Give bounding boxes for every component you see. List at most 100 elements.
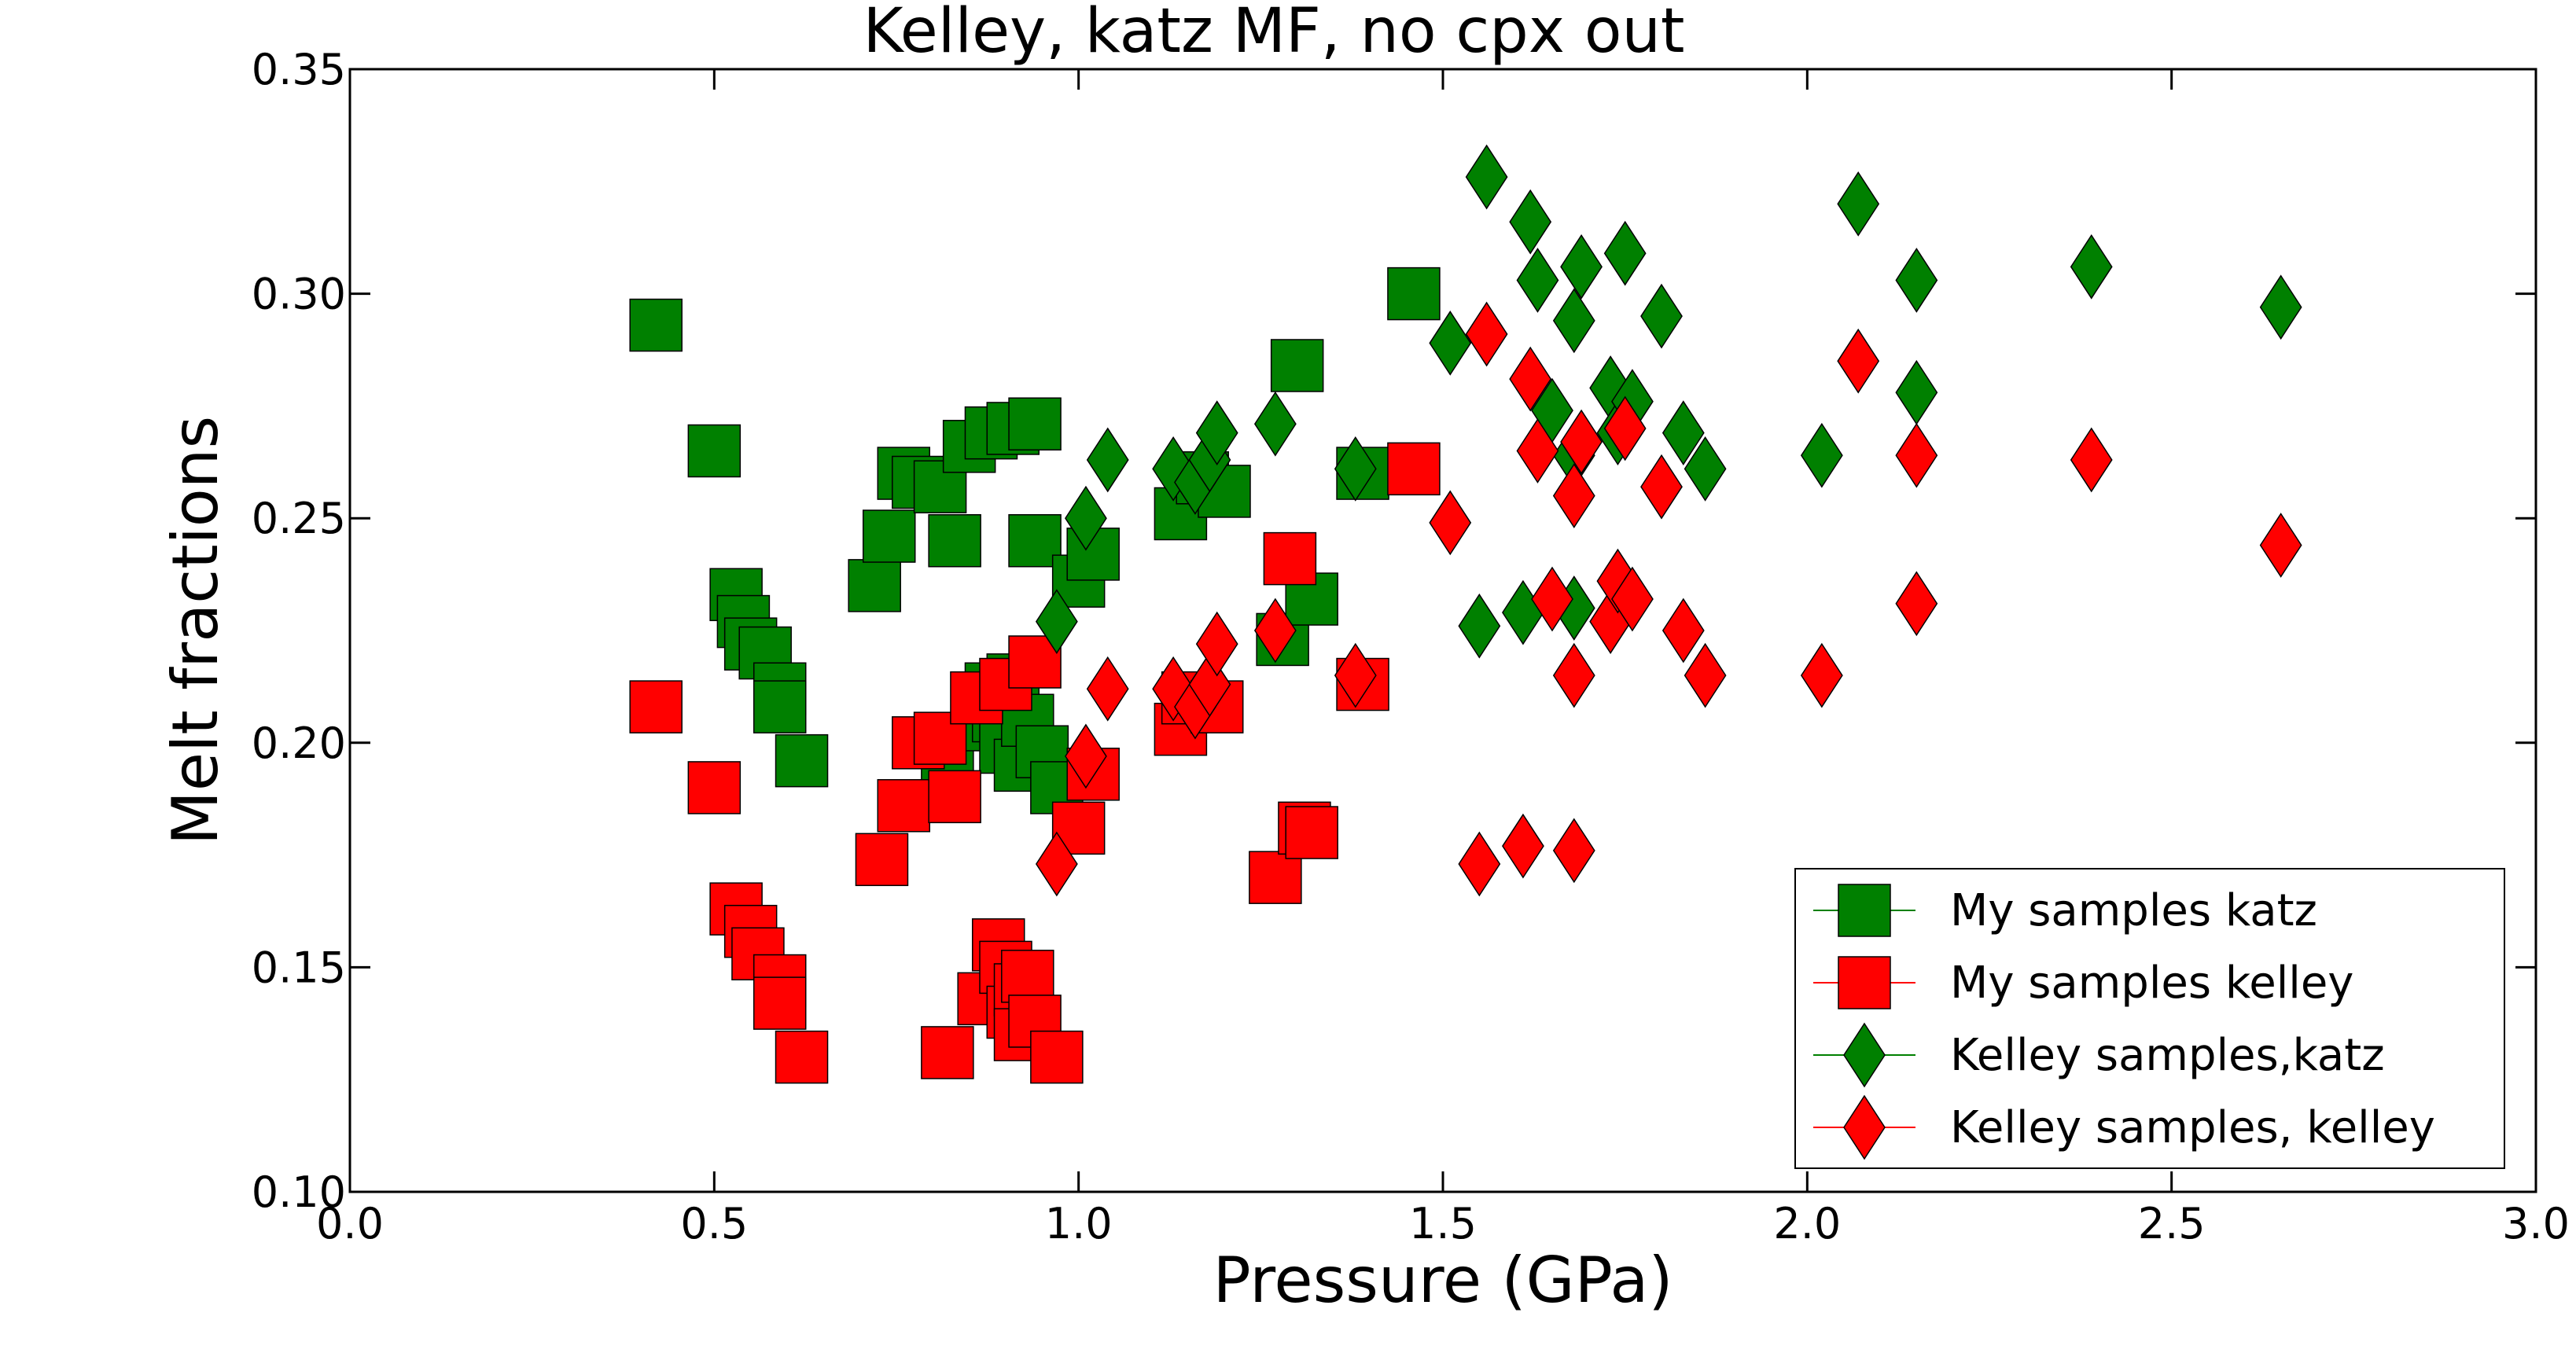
data-point xyxy=(1895,571,1938,637)
y-axis-label: Melt fractions xyxy=(159,416,232,845)
series-4 xyxy=(1035,301,2302,897)
data-point xyxy=(1030,1030,1084,1084)
legend-label: My samples katz xyxy=(1950,885,2317,936)
data-point xyxy=(1008,397,1062,450)
data-point xyxy=(1895,422,1938,488)
data-point xyxy=(1008,514,1062,568)
data-point xyxy=(1195,611,1238,677)
data-point xyxy=(1837,171,1880,237)
data-point xyxy=(1387,267,1441,321)
data-point xyxy=(2070,427,2113,493)
data-point xyxy=(928,770,981,824)
data-point xyxy=(1684,642,1727,708)
data-point xyxy=(1334,642,1377,708)
legend: My samples katz My samples kelley Kelley s… xyxy=(1794,868,2505,1169)
x-tick-label: 1.0 xyxy=(1045,1199,1113,1248)
data-point xyxy=(1800,422,1843,488)
data-point xyxy=(687,761,742,814)
x-tick-label: 1.5 xyxy=(1409,1199,1477,1248)
x-tick-label: 2.5 xyxy=(2138,1199,2206,1248)
data-points xyxy=(629,144,2302,1084)
data-point xyxy=(1516,418,1559,483)
data-point xyxy=(1249,851,1302,904)
data-point xyxy=(1065,485,1107,551)
series-3 xyxy=(1035,144,2302,659)
y-tick-label: 0.20 xyxy=(252,719,346,768)
data-point xyxy=(848,559,901,612)
x-axis-label: Pressure (GPa) xyxy=(1213,1244,1673,1317)
data-point xyxy=(1662,597,1705,664)
x-axis-ticks: 0.0 0.5 1.0 1.5 2.0 2.5 3.0 xyxy=(316,69,2570,1248)
data-point xyxy=(687,424,742,478)
data-point xyxy=(1253,597,1297,664)
legend-marker xyxy=(1838,956,1891,1009)
data-point xyxy=(1465,144,1508,210)
data-point xyxy=(1270,339,1324,392)
data-point xyxy=(1560,233,1603,300)
data-point xyxy=(1662,400,1705,466)
data-point xyxy=(1035,589,1078,654)
data-point xyxy=(753,680,807,733)
data-point xyxy=(1603,395,1647,461)
legend-label: Kelley samples, kelley xyxy=(1950,1102,2435,1153)
data-point xyxy=(1800,642,1843,708)
data-point xyxy=(1263,531,1317,586)
data-point xyxy=(1552,463,1595,529)
data-point xyxy=(1552,642,1595,708)
data-point xyxy=(1895,248,1938,313)
data-point xyxy=(1640,454,1683,520)
legend-item: My samples katz xyxy=(1813,884,2317,937)
legend-label: Kelley samples,katz xyxy=(1950,1030,2385,1081)
data-point xyxy=(1195,400,1238,466)
y-tick-label: 0.10 xyxy=(252,1167,346,1217)
data-point xyxy=(1640,283,1683,349)
y-tick-label: 0.25 xyxy=(252,494,346,543)
data-point xyxy=(1253,391,1297,457)
x-tick-label: 2.0 xyxy=(1773,1199,1841,1248)
data-point xyxy=(928,514,981,568)
y-tick-label: 0.15 xyxy=(252,943,346,992)
data-point xyxy=(1065,723,1107,789)
data-point xyxy=(1502,813,1544,879)
data-point xyxy=(1285,806,1338,859)
data-point xyxy=(1509,346,1552,412)
legend-item: Kelley samples,katz xyxy=(1813,1022,2385,1088)
y-axis-ticks: 0.10 0.15 0.20 0.25 0.30 0.35 xyxy=(252,45,2536,1217)
data-point xyxy=(862,509,916,563)
data-point xyxy=(2259,274,2302,340)
data-point xyxy=(1552,818,1595,884)
data-point xyxy=(1465,301,1508,367)
data-point xyxy=(1560,409,1603,475)
legend-item: My samples kelley xyxy=(1813,956,2353,1009)
data-point xyxy=(1429,311,1472,376)
legend-marker xyxy=(1843,1022,1886,1088)
data-point xyxy=(753,976,807,1030)
data-point xyxy=(629,680,683,733)
data-point xyxy=(2259,513,2302,578)
legend-marker xyxy=(1843,1094,1886,1160)
data-point xyxy=(1509,189,1552,255)
data-point xyxy=(1387,442,1441,496)
x-tick-label: 0.0 xyxy=(316,1199,384,1248)
data-point xyxy=(1611,566,1654,632)
data-point xyxy=(1086,656,1129,722)
data-point xyxy=(1837,328,1880,394)
data-point xyxy=(1458,593,1501,659)
legend-box xyxy=(1794,868,2505,1169)
data-point xyxy=(1531,566,1573,632)
data-point xyxy=(1684,436,1727,502)
data-point xyxy=(877,779,931,833)
data-point xyxy=(1516,248,1559,313)
legend-item: Kelley samples, kelley xyxy=(1813,1094,2435,1160)
data-point xyxy=(775,1030,829,1084)
series-2 xyxy=(629,442,1441,1084)
data-point xyxy=(855,833,909,887)
x-tick-label: 3.0 xyxy=(2502,1199,2570,1248)
data-point xyxy=(1001,950,1054,1003)
y-tick-label: 0.30 xyxy=(252,270,346,319)
data-point xyxy=(1552,288,1595,354)
data-point xyxy=(1035,831,1078,897)
data-point xyxy=(629,298,683,352)
y-tick-label: 0.35 xyxy=(252,45,346,94)
